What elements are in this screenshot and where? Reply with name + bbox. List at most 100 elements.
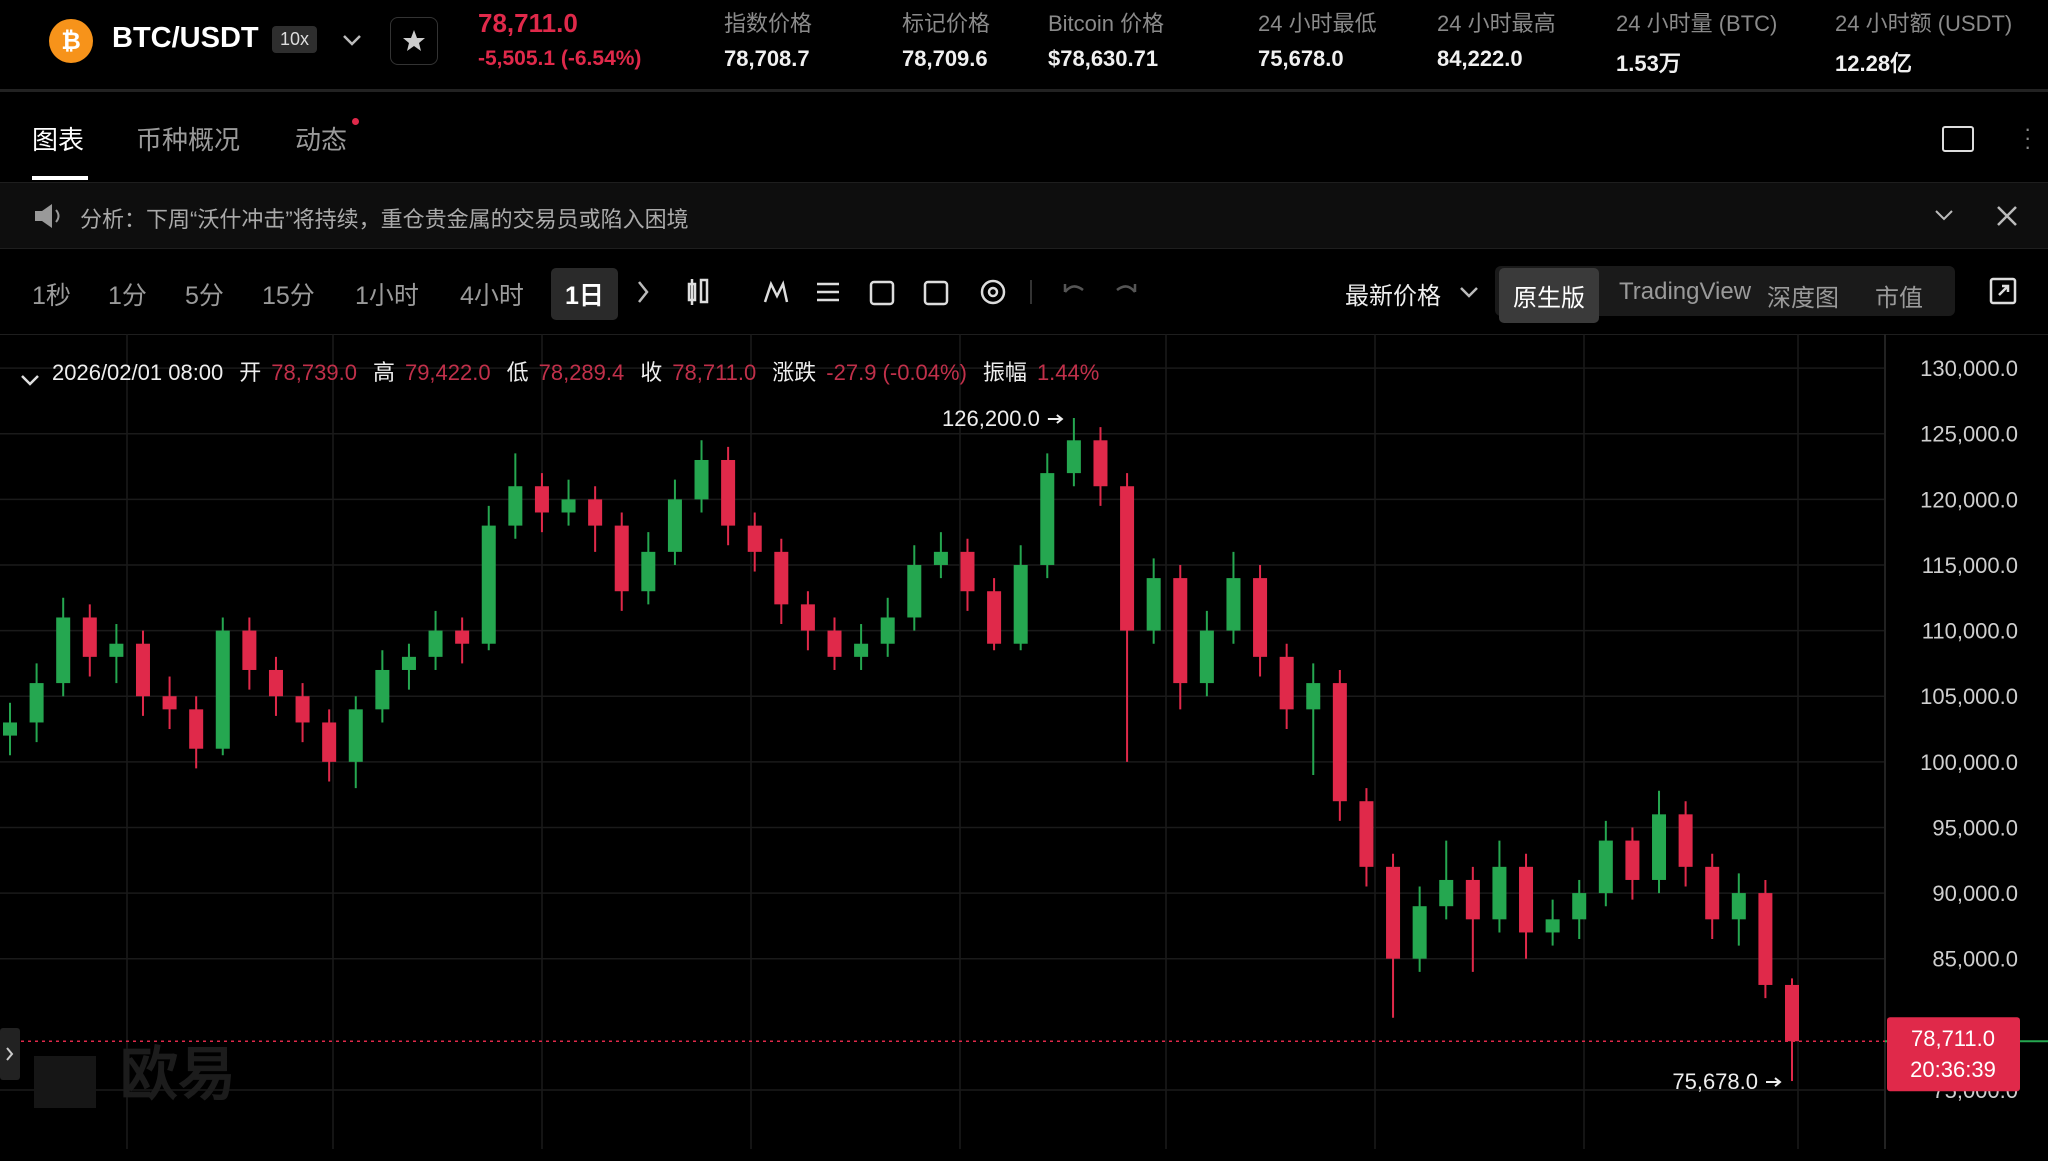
low-annotation: 75,678.0 (1672, 1069, 1758, 1094)
interval[interactable]: 4小时 (460, 282, 524, 310)
price-type[interactable]: 最新价格 (1345, 283, 1441, 310)
stat-value: $78,630.71 (1048, 46, 1159, 71)
watermark: 欧易 (120, 1042, 236, 1107)
candle-body (1066, 440, 1081, 474)
y-tick-label: 125,000.0 (1920, 422, 2018, 447)
side-handle-arrow (6, 1047, 14, 1061)
candle-body (428, 630, 443, 657)
view-option[interactable]: 市值 (1875, 285, 1923, 312)
leverage[interactable]: 10x (272, 26, 318, 53)
ohlc-date: 2026/02/01 08:00 (52, 360, 223, 385)
tab-underline (32, 176, 88, 180)
svg-text:₿: ₿ (61, 28, 81, 55)
ohlc-value: 78,739.0 (271, 360, 357, 385)
interval[interactable]: 1日 (551, 268, 618, 320)
announcement[interactable]: 分析：下周“沃什冲击”将持续，重仓贵金属的交易员或陷入困境 (80, 207, 689, 232)
candle-body (1253, 578, 1268, 657)
candle-body (1306, 683, 1321, 710)
high-annotation: 126,200.0 (942, 406, 1040, 431)
candle-body (242, 630, 257, 670)
candle-body (1731, 893, 1746, 920)
y-tick-label: 105,000.0 (1920, 684, 2018, 709)
candle-body (694, 459, 709, 500)
candle-body (1093, 440, 1108, 487)
y-tick-label: 85,000.0 (1932, 947, 2018, 972)
speaker-icon (35, 204, 60, 228)
toolbar: 1秒 1分 5分 15分 1小时 4小时 1日 最新价格 原生版 TradingView 深度图… (0, 248, 2048, 335)
tab[interactable]: 币种概况 (136, 125, 241, 155)
candle-body (1705, 866, 1720, 920)
notice-dot (352, 118, 359, 125)
candle-body (534, 486, 549, 513)
candle-body (561, 499, 576, 513)
candle-body (854, 643, 869, 657)
ohlc-value: -27.9 (-0.04%) (826, 360, 967, 385)
stat-label: 标记价格 (902, 11, 991, 36)
candle-body (880, 617, 895, 644)
ohlc-label: 开 (239, 360, 261, 385)
ohlc-label: 振幅 (983, 360, 1027, 385)
candle-body (1332, 683, 1347, 802)
stat-label: 24 小时最低 (1258, 11, 1377, 36)
candle-body (295, 696, 310, 723)
candle-body (348, 709, 363, 762)
dropdown[interactable] (340, 30, 364, 50)
tab[interactable]: 图表 (32, 125, 85, 155)
candle-body (109, 643, 124, 657)
candle-body (1120, 486, 1135, 631)
candle-body (1492, 866, 1507, 920)
candle-body (800, 604, 815, 631)
candle-body (667, 499, 682, 552)
layout-icon[interactable] (1942, 126, 1974, 152)
candle-body (135, 643, 150, 697)
y-tick-label: 90,000.0 (1932, 881, 2018, 906)
btc-logo: ₿ (49, 19, 93, 63)
tab[interactable]: 动态 (295, 125, 348, 155)
candle-body (1013, 564, 1028, 644)
symbol[interactable]: BTC/USDT (112, 22, 259, 54)
interval[interactable]: 5分 (185, 282, 224, 310)
candle-body (1439, 879, 1454, 907)
more-icon[interactable]: · · · (2024, 116, 2032, 159)
annotation-arrow (1047, 414, 1064, 424)
candle-body (1199, 630, 1214, 684)
candle-body (1146, 578, 1161, 631)
favorite[interactable] (390, 17, 438, 65)
stat-value: 78,708.7 (724, 46, 810, 71)
candle-body (1785, 984, 1799, 1042)
view-option[interactable]: TradingView (1619, 278, 1752, 305)
ohlc-value: 79,422.0 (405, 360, 491, 385)
interval[interactable]: 15分 (262, 282, 315, 310)
candle-body (189, 709, 204, 749)
candle-body (82, 617, 97, 657)
candle-body (827, 630, 842, 657)
ohlc-value: 78,289.4 (539, 360, 625, 385)
view-switch: 原生版 TradingView 深度图 市值 (1495, 266, 1955, 323)
ohlc-label: 收 (640, 360, 662, 385)
candle-body (1040, 473, 1055, 565)
announcement-controls[interactable] (1932, 203, 2032, 229)
watermark-logo (34, 1056, 96, 1108)
view-option[interactable]: 原生版 (1499, 268, 1599, 323)
dropdown[interactable] (1457, 282, 1481, 302)
collapse-icon (21, 375, 39, 386)
candle-body (455, 630, 470, 644)
header: ₿ BTC/USDT 10x 78,711.0 -5,505.1 (-6.54%… (0, 0, 2048, 92)
interval[interactable]: 1小时 (355, 282, 419, 310)
ohlc-label: 低 (507, 360, 529, 385)
candle-body (215, 630, 230, 749)
candle-body (774, 551, 789, 605)
view-option[interactable]: 深度图 (1767, 285, 1839, 312)
stat-label: 24 小时额 (USDT) (1835, 11, 2013, 36)
y-tick-label: 130,000.0 (1920, 356, 2018, 381)
announcement-bar: 分析：下周“沃什冲击”将持续，重仓贵金属的交易员或陷入困境 (0, 183, 2048, 249)
y-tick-label: 115,000.0 (1922, 553, 2018, 578)
tool-icons[interactable] (625, 276, 1145, 308)
interval[interactable]: 1分 (108, 282, 147, 310)
stat-value: 78,709.6 (902, 46, 988, 71)
candle-body (3, 722, 17, 736)
fullscreen[interactable] (1988, 276, 2018, 306)
interval[interactable]: 1秒 (32, 282, 71, 310)
candle-body (1758, 893, 1773, 985)
